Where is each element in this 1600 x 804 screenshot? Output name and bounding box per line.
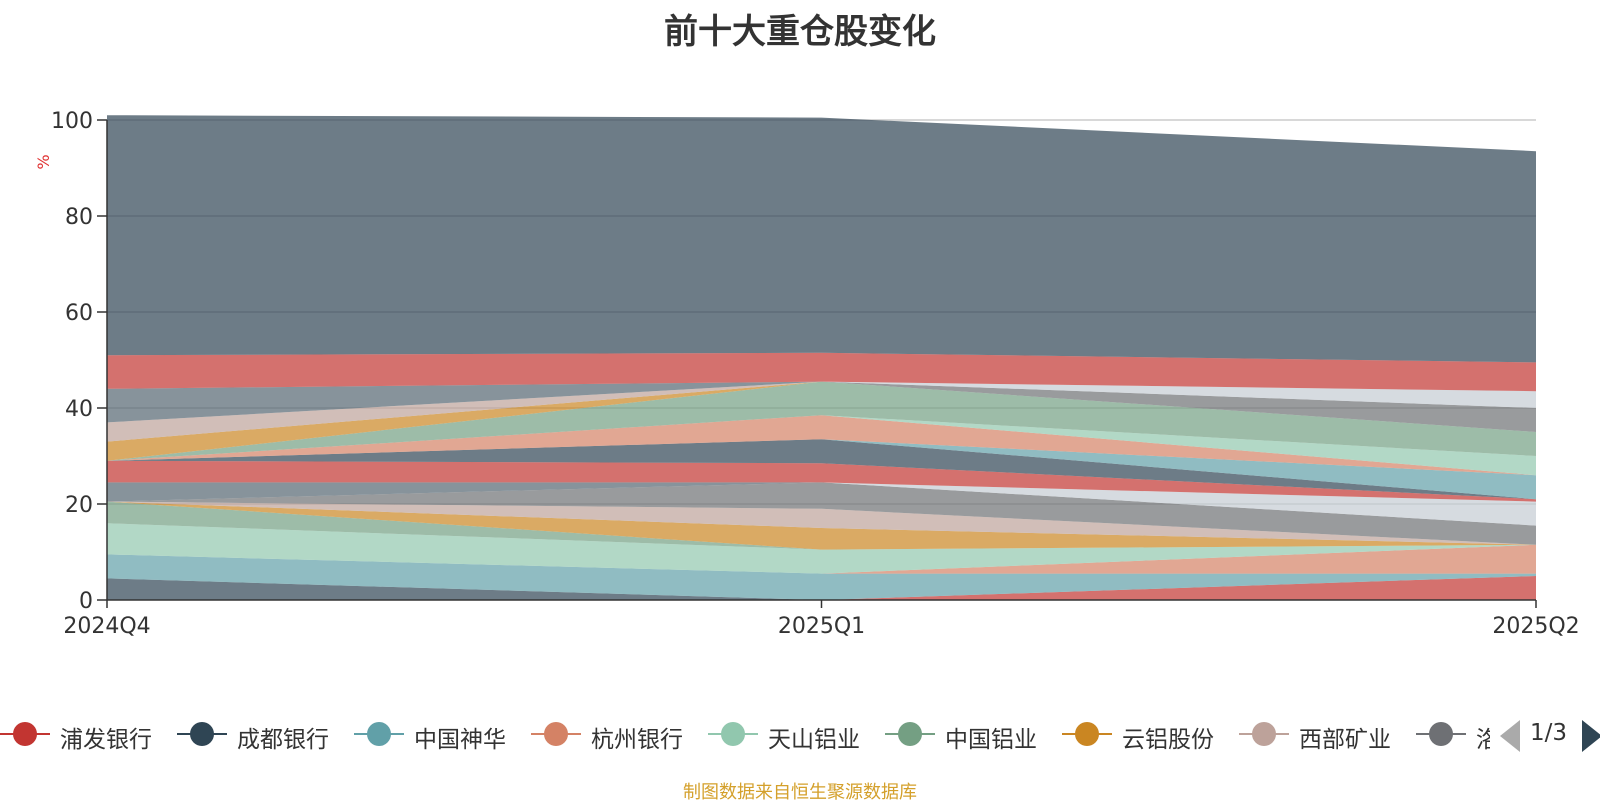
legend-circle-icon — [721, 722, 745, 746]
y-tick-label: 40 — [65, 397, 93, 422]
legend-circle-icon — [1429, 722, 1453, 746]
legend-label: 浦发银行 — [60, 727, 152, 753]
pager-prev-icon[interactable] — [1500, 720, 1520, 752]
pager-page-indicator: 1/3 — [1530, 720, 1568, 746]
area-series-22[interactable] — [107, 352, 1536, 392]
legend-label: 中国神华 — [414, 727, 506, 753]
y-tick-label: 60 — [65, 301, 93, 326]
y-tick-label: 20 — [65, 493, 93, 518]
legend-circle-icon — [544, 722, 568, 746]
area-series-2[interactable] — [107, 554, 1536, 600]
legend-label: 云铝股份 — [1122, 727, 1214, 753]
area-series-0[interactable] — [107, 578, 1536, 600]
area-series-18[interactable] — [107, 381, 1536, 442]
y-tick-label: 80 — [65, 205, 93, 230]
area-series-20[interactable] — [107, 381, 1536, 423]
area-series-16[interactable] — [107, 381, 1536, 461]
y-axis-label: % — [34, 154, 53, 169]
legend-label: 西部矿业 — [1299, 727, 1391, 753]
legend-label: 天山铝业 — [768, 727, 860, 753]
y-tick-label: 0 — [79, 589, 93, 614]
area-series-8[interactable] — [107, 482, 1536, 545]
x-tick-label: 2024Q4 — [63, 614, 150, 639]
legend-circle-icon — [898, 722, 922, 746]
legend-circle-icon — [1252, 722, 1276, 746]
area-series-9[interactable] — [107, 482, 1536, 526]
legend: 浦发银行 成都银行 中国神华 杭州银行 天山铝业 中国铝业 云铝股份 西部矿业 洛阳钼业 — [0, 714, 1490, 754]
x-tick-label: 2025Q1 — [778, 614, 865, 639]
area-series-17[interactable] — [107, 381, 1536, 461]
area-series-5[interactable] — [107, 501, 1536, 550]
legend-circle-icon — [1075, 722, 1099, 746]
legend-label: 杭州银行 — [591, 727, 683, 753]
area-series-11[interactable] — [107, 460, 1536, 502]
area-series-3[interactable] — [107, 544, 1536, 574]
area-series-6[interactable] — [107, 501, 1536, 550]
area-series-19[interactable] — [107, 381, 1536, 432]
legend-circle-icon — [13, 722, 37, 746]
area-series-4[interactable] — [107, 523, 1536, 574]
area-series-1[interactable] — [107, 576, 1536, 600]
area-series-7[interactable] — [107, 501, 1536, 545]
area-series — [107, 115, 1536, 600]
area-series-23[interactable] — [107, 115, 1536, 363]
area-series-10[interactable] — [107, 482, 1536, 502]
legend-label: 成都银行 — [237, 727, 329, 753]
chart-title: 前十大重仓股变化 — [664, 12, 936, 52]
area-series-21[interactable] — [107, 381, 1536, 423]
source-note: 制图数据来自恒生聚源数据库 — [683, 782, 917, 803]
area-series-14[interactable] — [107, 415, 1536, 476]
area-series-12[interactable] — [107, 439, 1536, 500]
x-tick-label: 2025Q2 — [1492, 614, 1579, 639]
legend-label: 洛阳钼业 — [1476, 727, 1490, 753]
area-series-13[interactable] — [107, 439, 1536, 500]
legend-label: 中国铝业 — [945, 727, 1037, 753]
area-series-15[interactable] — [107, 415, 1536, 476]
tick-labels: 0 20 40 60 80 100 2024Q4 2025Q1 2025Q2 — [51, 109, 1580, 639]
pager-next-icon[interactable] — [1582, 720, 1600, 752]
y-tick-label: 100 — [51, 109, 93, 134]
legend-circle-icon — [190, 722, 214, 746]
legend-circle-icon — [367, 722, 391, 746]
